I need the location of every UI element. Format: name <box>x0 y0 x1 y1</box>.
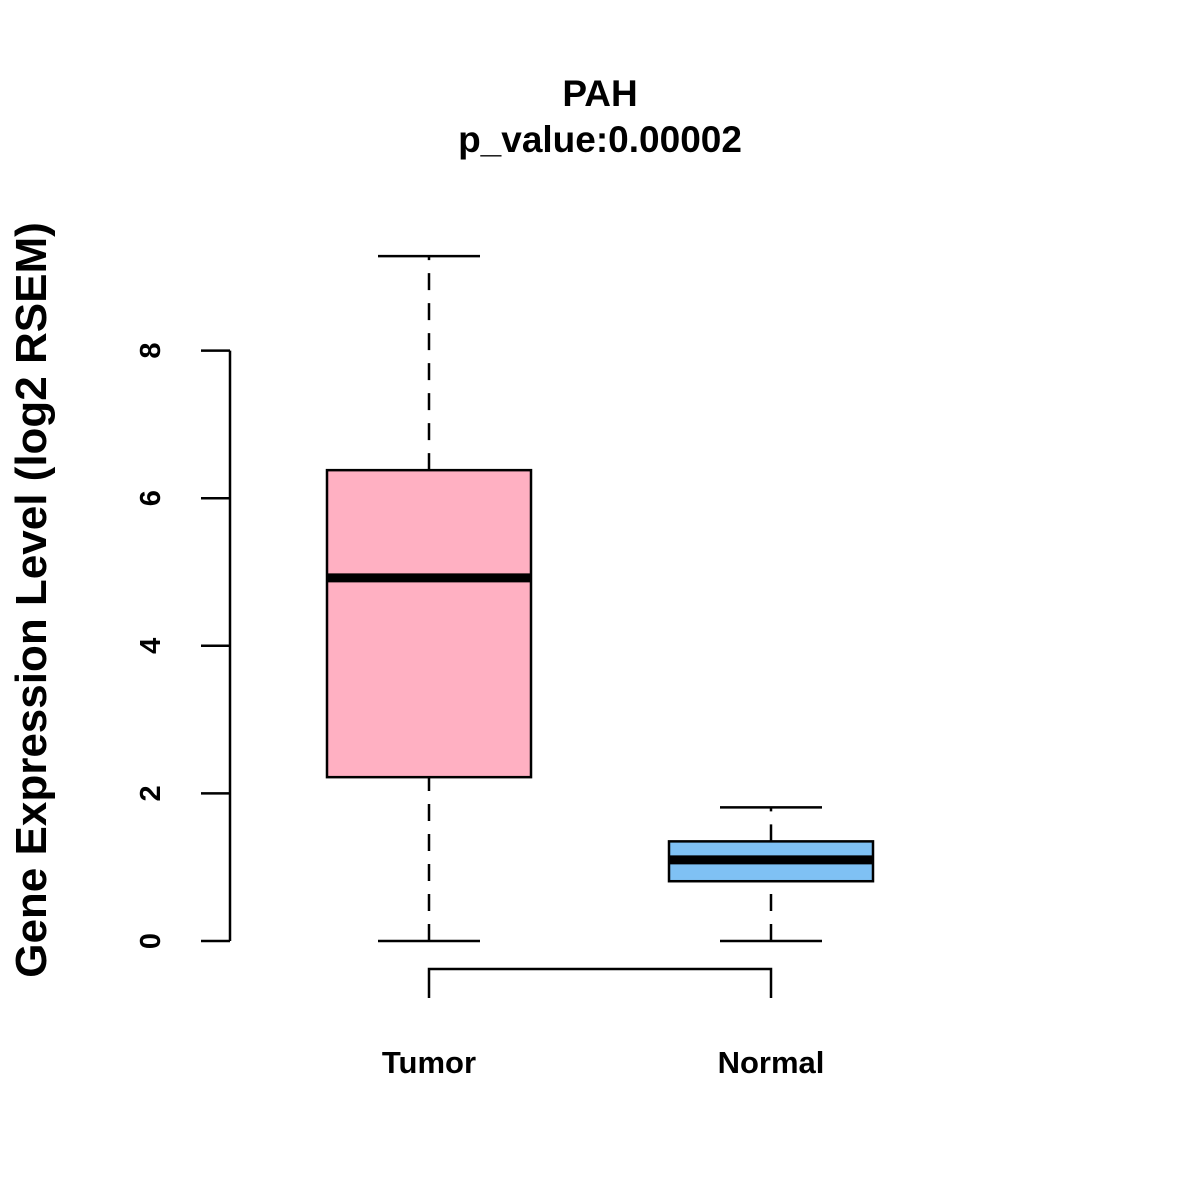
x-axis-labels: Tumor Normal <box>382 1045 824 1080</box>
box-normal <box>667 806 875 943</box>
chart-title: PAH <box>562 73 637 114</box>
comparison-bracket <box>427 967 773 998</box>
y-axis-label: Gene Expression Level (log2 RSEM) <box>7 222 56 978</box>
x-label-tumor: Tumor <box>382 1045 476 1080</box>
y-tick-label-4: 4 <box>135 638 167 654</box>
y-tick-label-6: 6 <box>135 490 167 506</box>
box-body-tumor <box>325 468 533 779</box>
chart-subtitle: p_value:0.00002 <box>458 119 742 160</box>
box-tumor <box>325 254 533 943</box>
x-label-normal: Normal <box>718 1045 825 1080</box>
y-tick-label-2: 2 <box>135 785 167 801</box>
comparison-bracket-group <box>427 967 773 998</box>
y-axis: 0 2 4 6 8 <box>135 343 232 949</box>
boxes-group <box>325 254 875 943</box>
y-tick-label-8: 8 <box>135 343 167 359</box>
y-tick-label-0: 0 <box>135 933 167 949</box>
